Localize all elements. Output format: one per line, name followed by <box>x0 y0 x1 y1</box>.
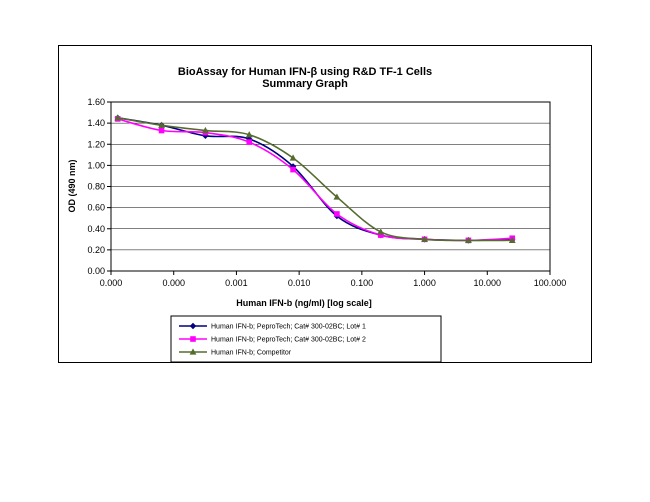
data-point <box>508 236 516 243</box>
legend-item: Human IFN-b; Competitor <box>179 348 292 357</box>
data-point <box>201 126 209 134</box>
legend-item: Human IFN-b; PeproTech; Cat# 300-02BC; L… <box>179 336 366 344</box>
chart-title: BioAssay for Human IFN-β using R&D TF-1 … <box>178 66 432 78</box>
data-point <box>114 114 122 121</box>
series-2 <box>114 116 516 244</box>
y-tick-label: 0.60 <box>87 203 105 213</box>
legend-item: Human IFN-b; PeproTech; Cat# 300-02BC; L… <box>179 322 366 331</box>
legend-label: Human IFN-b; PeproTech; Cat# 300-02BC; L… <box>211 337 366 344</box>
data-point <box>421 235 428 242</box>
legend-marker <box>189 322 197 330</box>
x-tick-label: 0.000 <box>162 278 185 288</box>
y-tick-label: 1.00 <box>87 160 105 170</box>
x-tick-label: 10.000 <box>474 278 502 288</box>
x-tick-label: 0.001 <box>225 278 248 288</box>
data-point <box>333 193 341 200</box>
data-point <box>158 121 165 128</box>
chart-frame: BioAssay for Human IFN-β using R&D TF-1 … <box>58 45 592 363</box>
data-point <box>465 236 472 243</box>
data-point <box>246 139 253 145</box>
data-point <box>158 127 165 134</box>
series-line <box>117 117 513 242</box>
y-tick-label: 1.40 <box>87 118 105 128</box>
data-point <box>289 154 297 161</box>
series-line <box>117 118 513 242</box>
data-point <box>290 166 296 173</box>
y-tick-label: 0.40 <box>87 224 105 234</box>
legend-label: Human IFN-b; Competitor <box>211 350 292 357</box>
y-tick-label: 0.00 <box>87 266 105 276</box>
y-tick-label: 1.20 <box>87 139 105 149</box>
y-tick-label: 0.80 <box>87 182 105 192</box>
x-tick-label: 0.000 <box>100 278 123 288</box>
data-point <box>334 211 340 217</box>
y-tick-label: 1.60 <box>87 97 105 107</box>
legend-label: Human IFN-b; PeproTech; Cat# 300-02BC; L… <box>211 324 366 331</box>
data-point <box>245 131 253 138</box>
x-axis-label: Human IFN-b (ng/ml) [log scale] <box>236 298 372 308</box>
x-tick-label: 0.010 <box>288 278 311 288</box>
series-3 <box>114 114 516 243</box>
x-tick-label: 1.000 <box>413 278 436 288</box>
series-1 <box>114 114 516 244</box>
data-point <box>377 228 385 235</box>
data-point <box>202 132 209 139</box>
series-line <box>117 117 513 242</box>
chart-subtitle: Summary Graph <box>262 78 348 90</box>
legend-marker <box>190 336 196 342</box>
data-point <box>377 232 384 238</box>
legend-box <box>170 315 442 363</box>
x-tick-label: 0.100 <box>351 278 374 288</box>
x-tick-label: 100.000 <box>534 278 567 288</box>
legend-marker <box>189 348 197 355</box>
line-chart: BioAssay for Human IFN-β using R&D TF-1 … <box>67 66 567 363</box>
y-tick-label: 0.20 <box>87 245 105 255</box>
y-axis-label: OD (490 nm) <box>67 159 77 212</box>
